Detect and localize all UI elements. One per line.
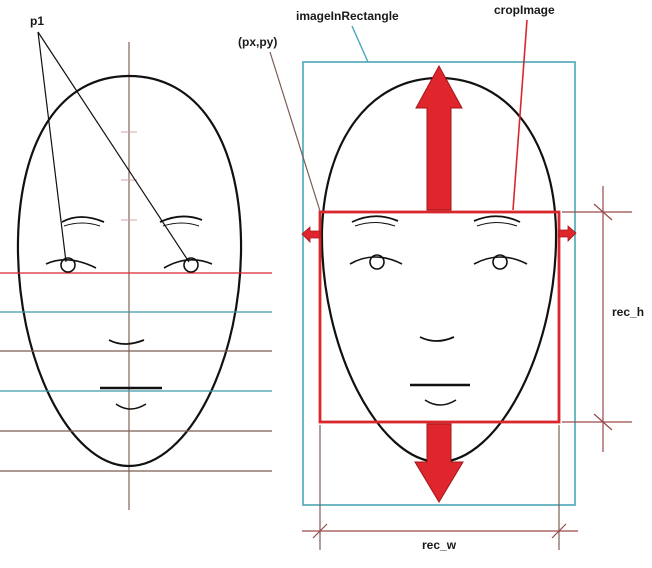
right-eyebrow <box>159 215 203 223</box>
chin-curve <box>115 403 147 410</box>
right-face-right-eyebrow <box>473 215 521 223</box>
right-face-group: imageInRectangle <box>238 3 644 552</box>
left-eyebrow <box>61 216 105 223</box>
nose <box>108 339 145 345</box>
right-face-left-eye-lid <box>349 256 403 265</box>
rec-h-label: rec_h <box>612 305 644 319</box>
expand-right-arrow <box>558 225 577 242</box>
expand-down-arrow <box>414 423 464 503</box>
right-face-right-eye-pupil <box>492 254 508 270</box>
left-face-outline <box>16 74 243 468</box>
expand-left-arrow <box>301 226 321 243</box>
right-face-right-eye-lid <box>473 256 528 265</box>
right-face-left-eye-pupil <box>369 254 385 270</box>
left-eyebrow-lower <box>63 222 101 227</box>
left-eye-lid <box>45 259 97 269</box>
image-in-rectangle-box <box>302 61 576 506</box>
rec-w-label: rec_w <box>422 538 457 552</box>
p1-label: p1 <box>30 14 44 28</box>
right-face-left-eyebrow-lower <box>354 222 396 227</box>
rec-h-top-tick <box>593 203 613 221</box>
right-face-right-eyebrow-lower <box>476 222 518 227</box>
p1-pointer-right <box>37 31 190 263</box>
crop-image-rectangle <box>318 210 561 424</box>
right-face-chin-curve <box>424 399 457 406</box>
crop-image-label: cropImage <box>494 3 555 17</box>
right-face-left-eyebrow <box>351 215 399 223</box>
right-face-nose <box>419 336 455 342</box>
left-eye-pupil <box>60 257 76 273</box>
left-face-group: p1 <box>0 14 272 510</box>
rec-w-right-tick <box>551 523 567 539</box>
expand-up-arrow <box>415 64 463 211</box>
px-py-pointer <box>269 51 321 212</box>
crop-image-pointer <box>512 19 528 211</box>
right-eye-pupil <box>183 257 199 273</box>
right-eyebrow-lower <box>162 222 200 227</box>
rec-h-bottom-tick <box>593 413 613 431</box>
px-py-label: (px,py) <box>238 35 277 49</box>
rec-w-left-tick <box>312 523 328 539</box>
image-in-rectangle-pointer <box>351 25 369 63</box>
image-in-rectangle-label: imageInRectangle <box>296 9 399 23</box>
p1-pointer-left <box>37 31 67 263</box>
